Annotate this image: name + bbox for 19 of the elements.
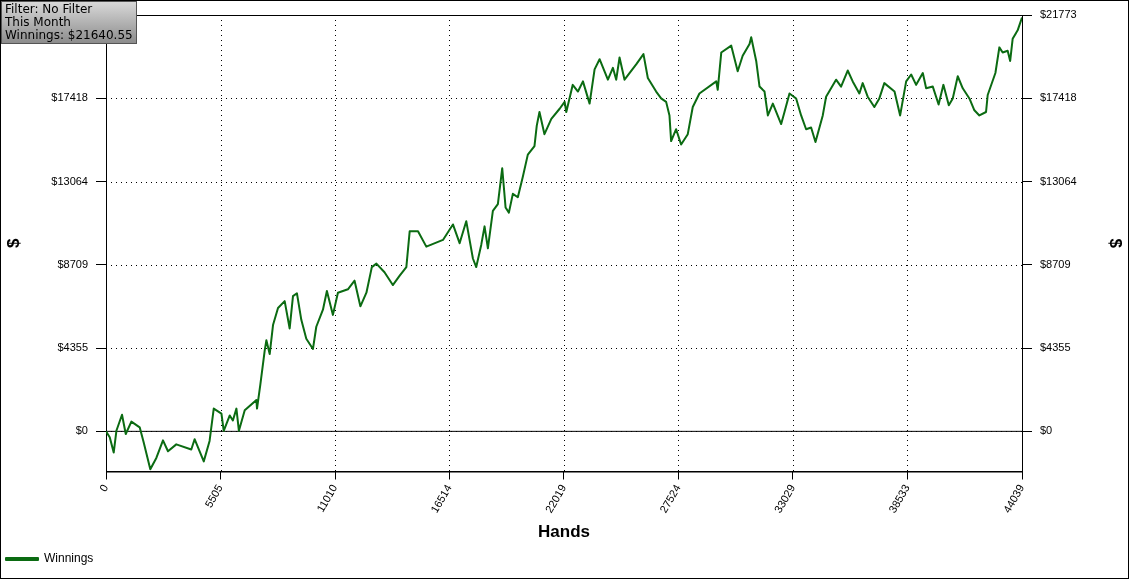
y2-tick-label: $4355 [1040, 341, 1071, 354]
y2-axis-title: $ [1106, 238, 1126, 249]
y2-tick-label: $17418 [1040, 91, 1077, 104]
x-axis-title: Hands [538, 522, 590, 542]
y-tick-label: $8709 [57, 257, 88, 270]
y2-tick-label: $8709 [1040, 257, 1071, 270]
y2-tick-label: $13064 [1040, 174, 1077, 187]
y2-tick-label: $21773 [1040, 8, 1077, 21]
y-axis-title: $ [3, 237, 23, 248]
x-tick-label: 0 [96, 482, 111, 494]
text: Filter: No Filter [5, 2, 94, 16]
annotation: Winnings: $21640.55 [5, 28, 133, 42]
y-tick-label: $4355 [57, 341, 88, 354]
y-tick-label: $0 [75, 424, 88, 437]
y2-tick-label: $0 [1040, 424, 1053, 437]
legend-label: Winnings [44, 551, 94, 566]
y-tick-label: $17418 [51, 91, 88, 104]
y-tick-label: $13064 [51, 174, 88, 187]
text: This Month [5, 15, 72, 29]
